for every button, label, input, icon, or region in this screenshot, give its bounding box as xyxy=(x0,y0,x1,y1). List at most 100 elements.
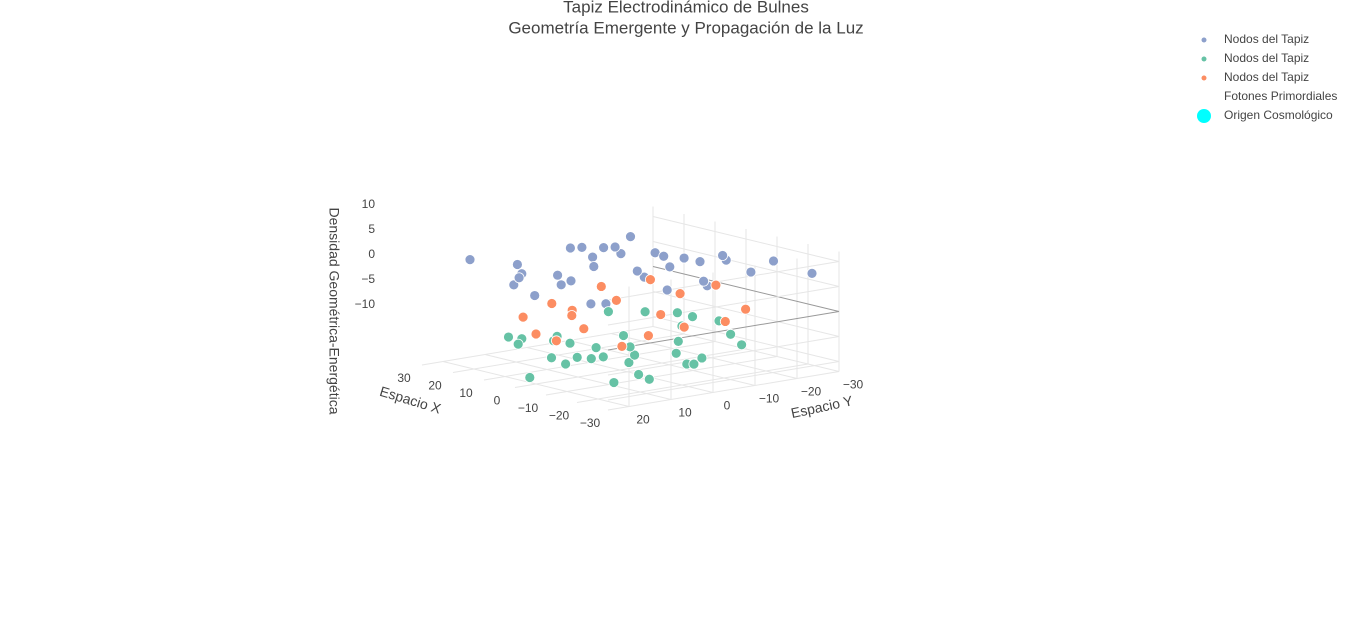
z-tick-label: 5 xyxy=(368,222,375,236)
x-tick-label: −30 xyxy=(580,416,601,430)
z-grid-line xyxy=(607,336,840,376)
data-point xyxy=(603,306,614,318)
data-point xyxy=(616,340,628,352)
z-grid-line xyxy=(652,216,840,262)
data-point xyxy=(517,311,529,323)
data-point xyxy=(806,267,818,279)
data-point xyxy=(571,351,583,363)
z-grid-line xyxy=(607,311,840,351)
data-point xyxy=(585,298,597,310)
data-point xyxy=(645,274,656,286)
data-point xyxy=(672,335,684,347)
x-grid-line xyxy=(421,326,654,366)
data-point xyxy=(530,328,542,340)
y-tick-label: 10 xyxy=(678,406,692,420)
data-point xyxy=(611,294,622,306)
data-point xyxy=(552,269,563,281)
y-grid-line xyxy=(652,326,840,372)
legend-label: Nodos del Tapiz xyxy=(1224,32,1309,46)
x-grid-line xyxy=(607,371,840,411)
data-point xyxy=(588,261,600,272)
legend-label: Nodos del Tapiz xyxy=(1224,51,1309,65)
data-point xyxy=(633,369,644,380)
data-point xyxy=(694,256,706,268)
data-point xyxy=(672,307,683,319)
data-point xyxy=(565,242,576,254)
data-point xyxy=(585,353,597,365)
data-point xyxy=(508,279,520,291)
data-point xyxy=(717,250,728,261)
x-tick-label: −10 xyxy=(518,401,539,415)
data-point xyxy=(590,342,602,354)
z-grid-line xyxy=(607,261,840,301)
data-point xyxy=(698,275,709,287)
x-grid-line xyxy=(514,348,747,388)
legend-marker xyxy=(1201,56,1207,62)
data-point xyxy=(503,331,514,343)
x-grid-line xyxy=(576,363,809,403)
data-point xyxy=(524,372,536,383)
x-tick-label: 20 xyxy=(428,379,442,393)
x-tick-label: 0 xyxy=(494,394,501,408)
data-point xyxy=(674,288,686,300)
data-point xyxy=(566,310,578,321)
data-point xyxy=(529,290,541,301)
y-tick-label: 0 xyxy=(724,399,731,413)
legend-marker xyxy=(1201,37,1207,43)
data-point xyxy=(658,250,670,262)
data-point xyxy=(740,303,751,315)
data-point xyxy=(643,373,655,385)
data-point xyxy=(625,231,636,243)
data-point xyxy=(710,279,722,291)
data-point xyxy=(661,284,673,296)
data-point xyxy=(578,323,590,335)
z-grid-line xyxy=(607,361,840,401)
y-tick-label: 20 xyxy=(636,413,650,427)
data-point xyxy=(551,335,562,347)
legend-label: Origen Cosmológico xyxy=(1224,108,1333,122)
chart-subtitle: Geometría Emergente y Propagación de la … xyxy=(508,18,863,37)
data-point xyxy=(768,255,779,267)
y-grid-line xyxy=(526,347,714,393)
z-grid-line xyxy=(652,241,840,287)
chart-title: Tapiz Electrodinámico de Bulnes xyxy=(563,0,809,16)
z-tick-label: −5 xyxy=(361,272,375,286)
data-point xyxy=(678,321,690,333)
legend-label: Nodos del Tapiz xyxy=(1224,70,1309,84)
y-tick-label: −20 xyxy=(801,385,822,399)
data-point xyxy=(670,347,682,359)
data-point xyxy=(623,357,635,368)
z-grid-line xyxy=(652,266,840,312)
data-point xyxy=(745,266,757,278)
z-grid-line xyxy=(607,286,840,326)
x-tick-label: 30 xyxy=(397,371,411,385)
z-tick-label: −10 xyxy=(355,297,376,311)
data-point xyxy=(618,330,629,341)
z-axis-title: Densidad Geométrica-Energética xyxy=(326,208,342,415)
legend-label: Fotones Primordiales xyxy=(1224,89,1337,103)
data-point xyxy=(719,316,731,327)
data-point xyxy=(609,241,621,253)
data-point xyxy=(587,251,598,263)
data-point xyxy=(560,358,571,370)
data-point xyxy=(687,311,698,323)
y-tick-label: −30 xyxy=(843,378,864,392)
data-point xyxy=(678,252,690,264)
data-point xyxy=(736,339,747,351)
data-point xyxy=(725,328,736,340)
x-grid-line xyxy=(545,356,778,396)
data-point xyxy=(598,242,609,254)
data-point xyxy=(629,349,640,361)
data-point xyxy=(664,261,676,273)
y-grid-line xyxy=(484,354,672,400)
z-tick-label: 0 xyxy=(368,247,375,261)
legend-marker xyxy=(1201,75,1207,81)
data-point xyxy=(631,265,643,277)
data-point xyxy=(546,352,557,364)
data-point xyxy=(555,279,567,291)
data-point xyxy=(564,337,576,349)
legend-marker xyxy=(1197,109,1211,123)
data-point xyxy=(565,275,577,287)
data-point xyxy=(597,351,609,363)
